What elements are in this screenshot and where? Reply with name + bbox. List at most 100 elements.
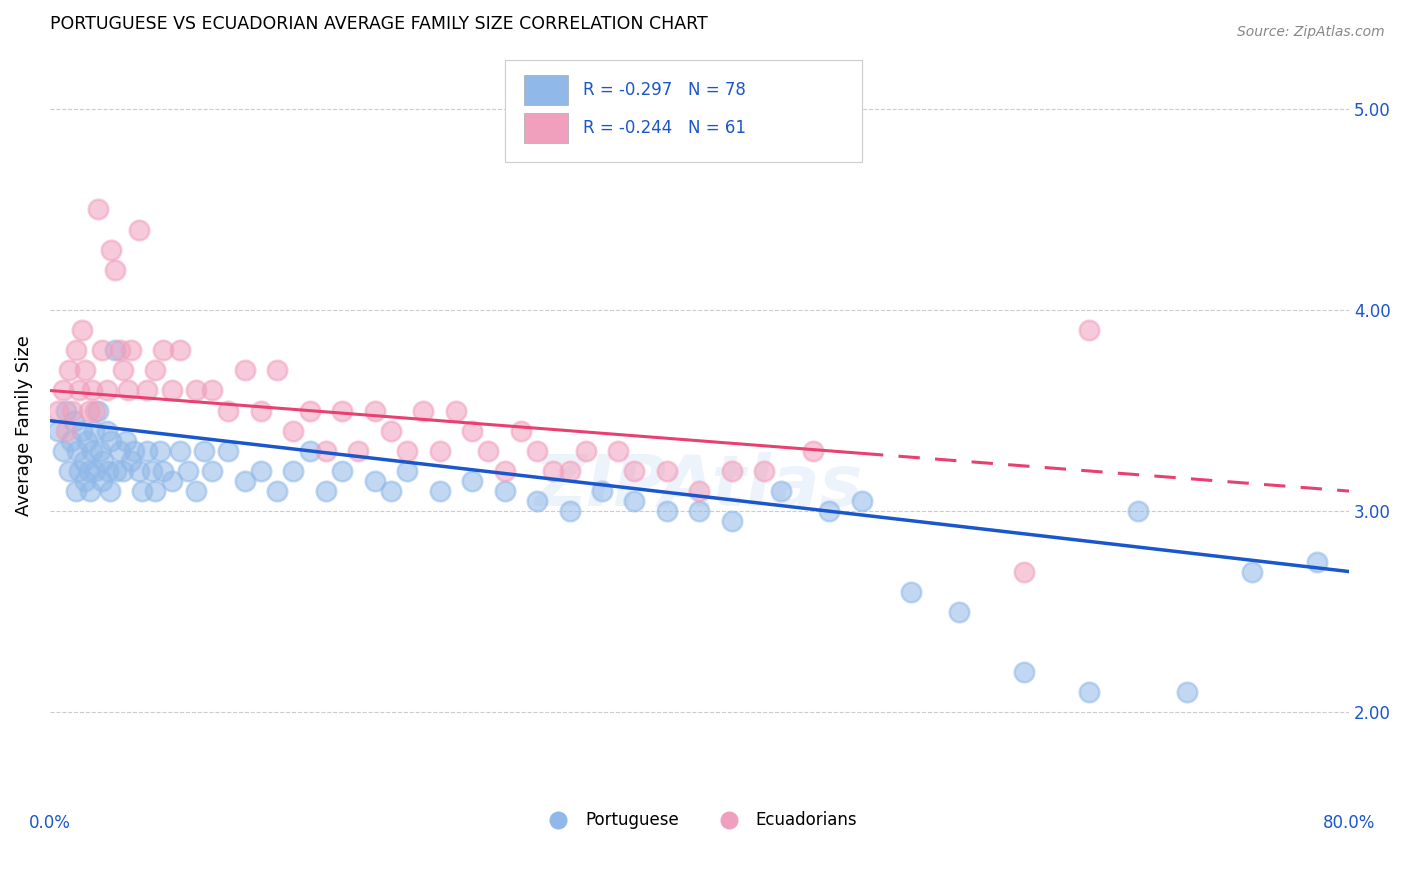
Point xyxy=(70,323,93,337)
Point xyxy=(120,343,142,358)
Point xyxy=(80,384,103,398)
Point xyxy=(55,424,77,438)
Point xyxy=(58,363,80,377)
Point xyxy=(136,384,159,398)
Point xyxy=(152,464,174,478)
Point xyxy=(429,484,451,499)
Point xyxy=(128,222,150,236)
Point xyxy=(97,464,120,478)
Point xyxy=(396,443,419,458)
Point xyxy=(77,403,100,417)
Point xyxy=(363,474,385,488)
Point xyxy=(494,464,516,478)
Point xyxy=(541,464,564,478)
Point xyxy=(429,443,451,458)
Point xyxy=(184,484,207,499)
Point xyxy=(266,363,288,377)
Point xyxy=(1078,685,1101,699)
Point xyxy=(851,494,873,508)
Point xyxy=(84,464,107,478)
Point xyxy=(73,454,96,468)
Point xyxy=(591,484,613,499)
Point xyxy=(149,443,172,458)
FancyBboxPatch shape xyxy=(524,112,568,143)
Point xyxy=(100,434,122,448)
Point xyxy=(477,443,499,458)
Point xyxy=(104,343,127,358)
Point xyxy=(105,464,128,478)
Point xyxy=(115,434,138,448)
Point xyxy=(143,484,166,499)
Point xyxy=(100,243,122,257)
Text: R = -0.297   N = 78: R = -0.297 N = 78 xyxy=(582,81,745,99)
Point xyxy=(201,464,224,478)
Point xyxy=(1126,504,1149,518)
Point xyxy=(104,262,127,277)
Point xyxy=(117,384,139,398)
Point xyxy=(52,384,75,398)
Point xyxy=(655,464,678,478)
Point xyxy=(141,464,163,478)
Point xyxy=(160,384,183,398)
Point xyxy=(233,363,256,377)
Point xyxy=(83,424,105,438)
Point xyxy=(143,363,166,377)
Point xyxy=(623,494,645,508)
Point xyxy=(298,403,321,417)
Point xyxy=(96,384,118,398)
Point xyxy=(1014,565,1036,579)
Point xyxy=(169,443,191,458)
Point xyxy=(721,464,744,478)
Point xyxy=(575,443,598,458)
Point xyxy=(1175,685,1198,699)
Point xyxy=(283,464,305,478)
Point xyxy=(266,484,288,499)
Point xyxy=(250,403,273,417)
Point xyxy=(87,403,110,417)
Point xyxy=(55,403,77,417)
Point xyxy=(90,474,112,488)
Point xyxy=(769,484,792,499)
Point xyxy=(283,424,305,438)
Point xyxy=(111,464,134,478)
Point xyxy=(75,363,97,377)
Point xyxy=(461,424,484,438)
Point xyxy=(526,494,548,508)
Point xyxy=(131,484,153,499)
Point xyxy=(201,384,224,398)
Point xyxy=(136,443,159,458)
Point xyxy=(380,424,402,438)
Point xyxy=(688,484,710,499)
Point xyxy=(58,464,80,478)
Point xyxy=(688,504,710,518)
Text: Source: ZipAtlas.com: Source: ZipAtlas.com xyxy=(1237,25,1385,39)
Point xyxy=(330,464,353,478)
Point xyxy=(607,443,630,458)
Point xyxy=(754,464,776,478)
Point xyxy=(623,464,645,478)
Point xyxy=(46,403,69,417)
Point xyxy=(59,434,82,448)
Point xyxy=(801,443,824,458)
Point xyxy=(65,343,87,358)
Point xyxy=(396,464,419,478)
Point xyxy=(900,584,922,599)
Point xyxy=(70,424,93,438)
Text: PORTUGUESE VS ECUADORIAN AVERAGE FAMILY SIZE CORRELATION CHART: PORTUGUESE VS ECUADORIAN AVERAGE FAMILY … xyxy=(49,15,707,33)
Point xyxy=(122,443,145,458)
Point xyxy=(363,403,385,417)
Point xyxy=(91,454,114,468)
Point xyxy=(1014,665,1036,680)
Point xyxy=(75,474,97,488)
Point xyxy=(62,403,84,417)
Point xyxy=(84,403,107,417)
Point xyxy=(160,474,183,488)
FancyBboxPatch shape xyxy=(505,60,862,161)
Point xyxy=(558,504,581,518)
Point xyxy=(818,504,841,518)
Point xyxy=(444,403,467,417)
Point xyxy=(111,363,134,377)
Point xyxy=(193,443,215,458)
Point xyxy=(184,384,207,398)
Point xyxy=(89,443,111,458)
